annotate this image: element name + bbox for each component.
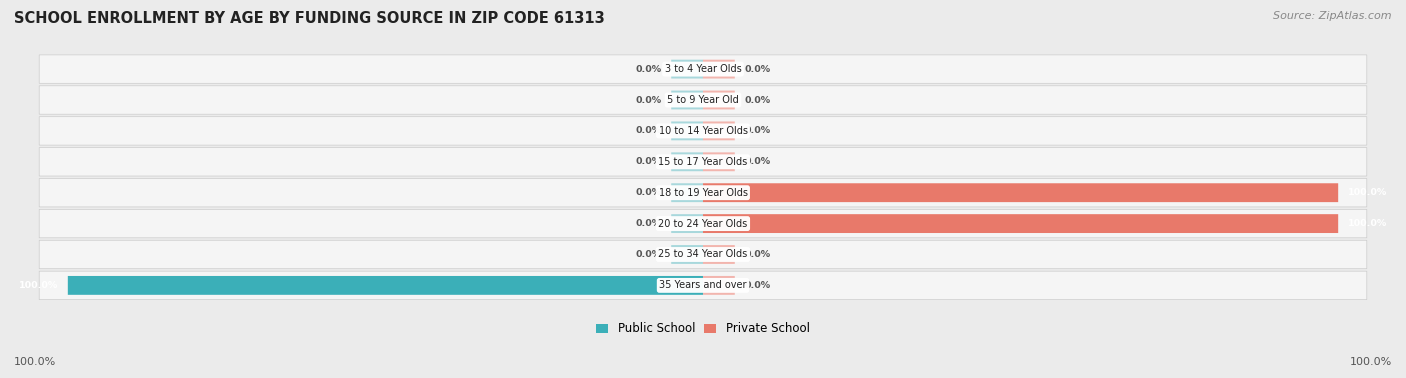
FancyBboxPatch shape xyxy=(703,152,735,171)
Text: 0.0%: 0.0% xyxy=(744,96,770,104)
FancyBboxPatch shape xyxy=(39,178,1367,207)
FancyBboxPatch shape xyxy=(671,245,703,264)
Text: 20 to 24 Year Olds: 20 to 24 Year Olds xyxy=(658,218,748,229)
Text: 0.0%: 0.0% xyxy=(636,126,662,135)
FancyBboxPatch shape xyxy=(703,214,1339,233)
FancyBboxPatch shape xyxy=(67,276,703,295)
Text: 5 to 9 Year Old: 5 to 9 Year Old xyxy=(666,95,740,105)
FancyBboxPatch shape xyxy=(39,240,1367,269)
Text: 100.0%: 100.0% xyxy=(14,357,56,367)
Text: 100.0%: 100.0% xyxy=(1348,188,1386,197)
Text: 10 to 14 Year Olds: 10 to 14 Year Olds xyxy=(658,126,748,136)
FancyBboxPatch shape xyxy=(671,91,703,109)
Text: 100.0%: 100.0% xyxy=(1348,219,1386,228)
FancyBboxPatch shape xyxy=(703,121,735,140)
FancyBboxPatch shape xyxy=(39,271,1367,300)
FancyBboxPatch shape xyxy=(703,276,735,295)
FancyBboxPatch shape xyxy=(703,183,1339,202)
Text: 0.0%: 0.0% xyxy=(636,188,662,197)
Text: SCHOOL ENROLLMENT BY AGE BY FUNDING SOURCE IN ZIP CODE 61313: SCHOOL ENROLLMENT BY AGE BY FUNDING SOUR… xyxy=(14,11,605,26)
Text: 35 Years and over: 35 Years and over xyxy=(659,280,747,290)
FancyBboxPatch shape xyxy=(703,91,735,109)
Text: 0.0%: 0.0% xyxy=(744,281,770,290)
FancyBboxPatch shape xyxy=(703,245,735,264)
Legend: Public School, Private School: Public School, Private School xyxy=(596,322,810,336)
Text: 0.0%: 0.0% xyxy=(636,157,662,166)
FancyBboxPatch shape xyxy=(671,214,703,233)
Text: 0.0%: 0.0% xyxy=(636,250,662,259)
Text: 0.0%: 0.0% xyxy=(636,219,662,228)
Text: 15 to 17 Year Olds: 15 to 17 Year Olds xyxy=(658,157,748,167)
FancyBboxPatch shape xyxy=(703,60,735,79)
Text: 0.0%: 0.0% xyxy=(744,157,770,166)
FancyBboxPatch shape xyxy=(39,117,1367,145)
Text: 0.0%: 0.0% xyxy=(744,250,770,259)
FancyBboxPatch shape xyxy=(671,152,703,171)
Text: 0.0%: 0.0% xyxy=(636,65,662,74)
Text: 18 to 19 Year Olds: 18 to 19 Year Olds xyxy=(658,188,748,198)
Text: 0.0%: 0.0% xyxy=(636,96,662,104)
FancyBboxPatch shape xyxy=(39,209,1367,238)
Text: 100.0%: 100.0% xyxy=(1350,357,1392,367)
FancyBboxPatch shape xyxy=(671,183,703,202)
Text: 25 to 34 Year Olds: 25 to 34 Year Olds xyxy=(658,249,748,259)
FancyBboxPatch shape xyxy=(671,121,703,140)
FancyBboxPatch shape xyxy=(39,86,1367,114)
Text: Source: ZipAtlas.com: Source: ZipAtlas.com xyxy=(1274,11,1392,21)
Text: 3 to 4 Year Olds: 3 to 4 Year Olds xyxy=(665,64,741,74)
Text: 0.0%: 0.0% xyxy=(744,65,770,74)
FancyBboxPatch shape xyxy=(671,60,703,79)
Text: 0.0%: 0.0% xyxy=(744,126,770,135)
FancyBboxPatch shape xyxy=(39,55,1367,83)
FancyBboxPatch shape xyxy=(39,147,1367,176)
Text: 100.0%: 100.0% xyxy=(20,281,58,290)
